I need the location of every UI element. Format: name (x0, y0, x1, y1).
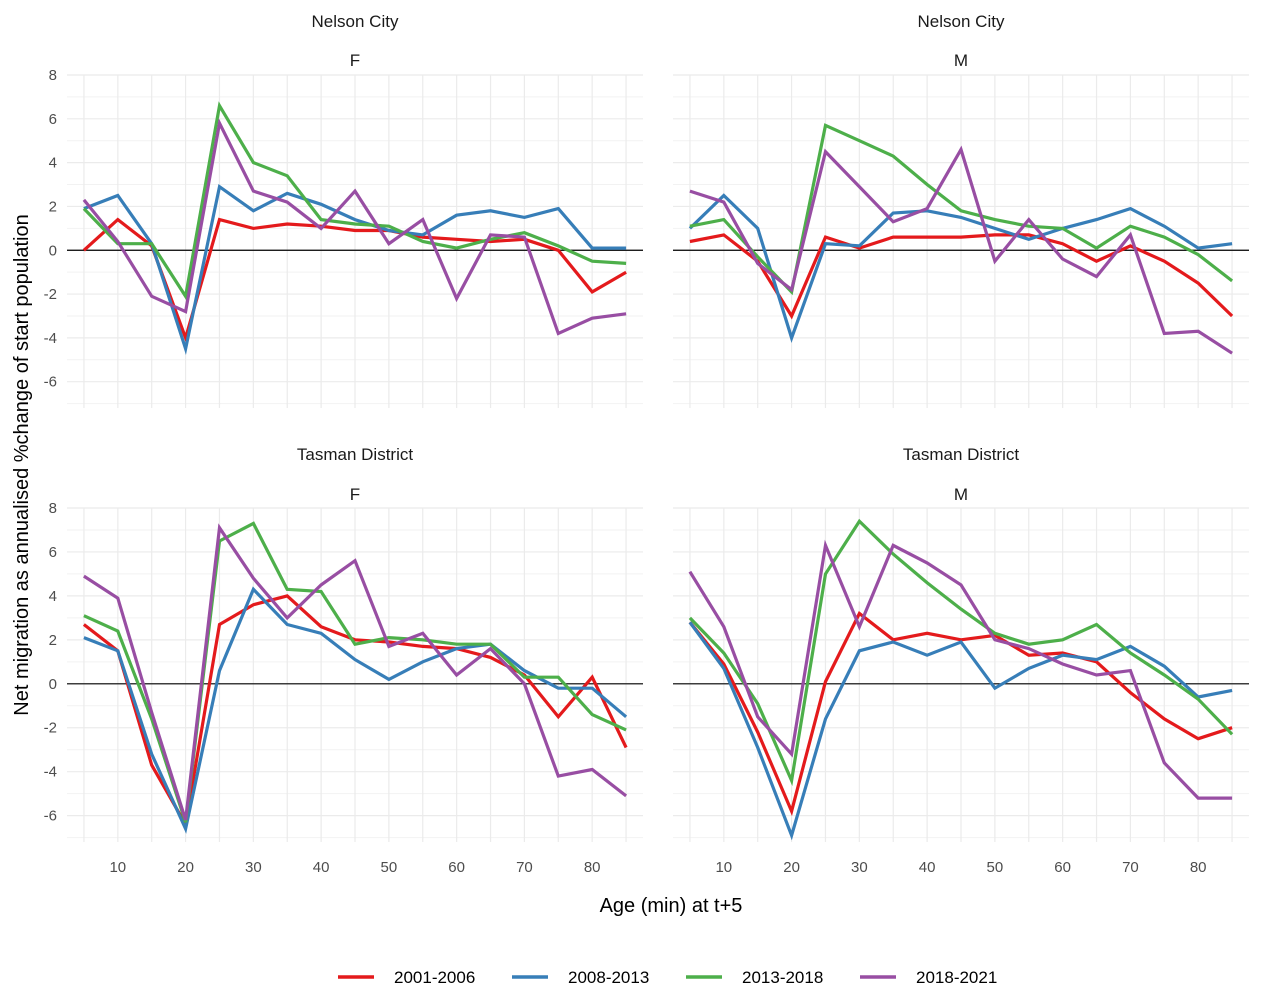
x-tick-label: 30 (851, 859, 868, 876)
x-tick-label: 80 (584, 859, 601, 876)
legend-item: 2013-2018 (686, 968, 823, 987)
x-tick-label: 60 (448, 859, 465, 876)
series-line-2013-2018 (82, 101, 627, 301)
series-line-2018-2021 (82, 118, 627, 336)
x-tick-label: 70 (1122, 859, 1139, 876)
series-line-2008-2013 (688, 621, 1233, 841)
y-tick-label: 6 (49, 111, 57, 128)
x-tick-label: 10 (715, 859, 732, 876)
x-tick-label: 70 (516, 859, 533, 876)
y-tick-label: 4 (49, 588, 57, 605)
panel-3: Tasman District F -6 -4 -2 0 2 4 6 8 10 20 30 40 50 60 7… (44, 445, 643, 876)
y-tick-label: 2 (49, 632, 57, 649)
y-tick-label: 4 (49, 155, 57, 172)
x-tick-label: 60 (1054, 859, 1071, 876)
legend-label: 2008-2013 (568, 968, 649, 987)
series-line-2018-2021 (689, 145, 1233, 355)
panel-region-label: Nelson City (918, 12, 1005, 31)
y-tick-label: 8 (49, 67, 57, 84)
legend-item: 2008-2013 (512, 968, 649, 987)
series-line-2008-2013 (83, 183, 627, 356)
y-tick-label: -2 (44, 286, 57, 303)
y-tick-label: -4 (44, 764, 57, 781)
panel-sex-label: M (954, 485, 968, 504)
y-tick-label: -6 (44, 374, 57, 391)
y-tick-label: 8 (49, 500, 57, 517)
x-tick-label: 50 (987, 859, 1004, 876)
x-tick-label: 20 (177, 859, 194, 876)
panel-4: Tasman District M 10 20 30 40 50 60 70 80 (673, 445, 1249, 876)
panel-1: Nelson City F -6 -4 -2 0 2 4 6 8 (44, 12, 643, 408)
legend: 2001-2006 2008-2013 2013-2018 2018-2021 (338, 968, 997, 987)
legend-label: 2001-2006 (394, 968, 475, 987)
series-line-2008-2013 (688, 193, 1233, 343)
panel-sex-label: F (350, 51, 360, 70)
panel-sex-label: M (954, 51, 968, 70)
series-line-2018-2021 (688, 539, 1233, 800)
y-tick-label: -6 (44, 808, 57, 825)
panel-2: Nelson City M (673, 12, 1249, 408)
x-tick-label: 50 (381, 859, 398, 876)
x-tick-label: 10 (109, 859, 126, 876)
x-tick-label: 40 (919, 859, 936, 876)
legend-label: 2013-2018 (742, 968, 823, 987)
series-line-2018-2021 (83, 523, 628, 821)
y-tick-label: -2 (44, 720, 57, 737)
panel-sex-label: F (350, 485, 360, 504)
x-tick-label: 30 (245, 859, 262, 876)
y-tick-label: 0 (49, 242, 57, 259)
panel-region-label: Nelson City (312, 12, 399, 31)
legend-item: 2001-2006 (338, 968, 475, 987)
y-tick-label: 6 (49, 544, 57, 561)
panel-region-label: Tasman District (297, 445, 413, 464)
legend-item: 2018-2021 (860, 968, 997, 987)
legend-label: 2018-2021 (916, 968, 997, 987)
x-tick-label: 20 (783, 859, 800, 876)
x-axis-title: Age (min) at t+5 (600, 895, 743, 917)
y-tick-label: 0 (49, 676, 57, 693)
series-line-2013-2018 (688, 518, 1234, 787)
y-tick-label: 2 (49, 198, 57, 215)
x-tick-label: 80 (1190, 859, 1207, 876)
y-tick-label: -4 (44, 330, 57, 347)
x-tick-label: 40 (313, 859, 330, 876)
y-axis-title: Net migration as annualised %change of s… (11, 214, 33, 715)
panel-region-label: Tasman District (903, 445, 1019, 464)
